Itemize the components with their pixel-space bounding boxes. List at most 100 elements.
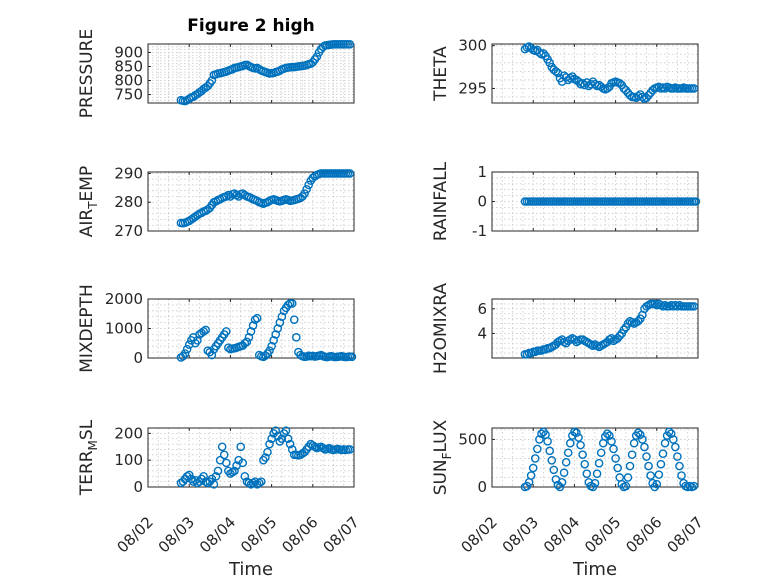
y-tick-label: 1 [477, 163, 487, 181]
y-tick-label: 800 [114, 72, 143, 90]
y-tick-label: 300 [458, 37, 487, 55]
data-point [230, 466, 239, 476]
x-tick-label: 08/03 [155, 513, 198, 556]
data-point [660, 84, 670, 93]
y-tick-label: 0 [477, 478, 487, 496]
data-point [184, 470, 194, 480]
data-point [642, 93, 651, 103]
data-point [549, 465, 559, 475]
data-point [228, 467, 237, 477]
data-point [605, 431, 614, 440]
x-tick-label: 08/07 [320, 513, 363, 556]
y-axis-label: SUNFLUX [431, 419, 454, 495]
data-point [184, 94, 194, 104]
data-point [572, 428, 581, 438]
data-point [563, 448, 573, 458]
data-point [244, 478, 254, 488]
data-point [658, 449, 668, 458]
data-point [576, 440, 585, 450]
axes-box [147, 427, 355, 488]
x-tick-label: 08/06 [278, 513, 321, 556]
data-point [238, 458, 248, 468]
x-tick-label: 08/02 [114, 513, 157, 556]
x-tick-label: 08/04 [540, 513, 583, 556]
data-point [565, 438, 575, 448]
data-point [623, 319, 633, 328]
data-point [201, 325, 210, 335]
data-point [221, 458, 231, 468]
subplot-theta: 295 300 THETA [431, 37, 699, 104]
data-point [224, 190, 233, 200]
y-tick-label: 0 [133, 349, 143, 367]
axes-box [491, 43, 699, 104]
y-axis-label: RAINFALL [431, 161, 451, 241]
data-point [629, 438, 639, 448]
y-axis-label: PRESSURE [77, 29, 97, 118]
data-point [236, 442, 245, 452]
data-point [287, 299, 297, 308]
data-point [607, 334, 616, 343]
data-point [615, 331, 625, 341]
data-point [609, 444, 618, 454]
data-point [199, 327, 208, 336]
data-point [574, 433, 583, 442]
y-tick-label: 295 [458, 79, 487, 97]
data-point [590, 478, 600, 488]
subplot-rainfall: -1 0 1 RAINFALL [431, 161, 701, 241]
data-point [304, 180, 313, 190]
data-point [345, 445, 355, 454]
y-axis-label: TERRMSL [77, 419, 100, 496]
data-point [318, 443, 328, 453]
data-point [526, 471, 536, 480]
data-point [633, 316, 643, 326]
data-point [613, 334, 622, 343]
data-point [652, 479, 662, 489]
data-point [675, 461, 684, 471]
data-point [224, 343, 233, 352]
data-point [261, 453, 270, 462]
y-tick-label: 4 [477, 324, 487, 342]
data-point [261, 351, 270, 360]
data-point [547, 456, 557, 465]
y-tick-label: 0 [133, 478, 143, 496]
y-tick-label: -1 [472, 222, 487, 240]
data-point [673, 452, 682, 461]
x-axis-label-right: Time [572, 559, 617, 580]
axes-box [147, 43, 355, 104]
data-point [240, 338, 250, 348]
data-point [660, 438, 670, 448]
y-tick-label: 850 [114, 57, 143, 75]
data-point [570, 335, 579, 344]
data-point [277, 434, 287, 444]
data-point [611, 454, 620, 463]
data-point [689, 481, 699, 491]
subplot-h2omixra: 4 6 H2OMIXRA [431, 283, 699, 374]
data-point [533, 444, 542, 454]
data-point [271, 426, 281, 435]
data-point [252, 313, 262, 323]
data-point [211, 197, 221, 206]
x-tick-label: 08/05 [581, 513, 624, 556]
data-point [324, 443, 334, 453]
data-point [180, 349, 190, 358]
data-point [633, 428, 643, 438]
data-point [691, 197, 701, 206]
data-point [537, 429, 546, 439]
data-point [596, 448, 606, 458]
data-point [539, 49, 548, 58]
data-point [689, 84, 699, 93]
data-point [193, 210, 202, 220]
data-point [283, 300, 293, 310]
y-tick-label: 280 [114, 193, 143, 211]
data-point [621, 85, 631, 95]
data-point [636, 430, 645, 439]
data-point [285, 439, 295, 449]
data-point [561, 73, 571, 82]
data-point [627, 450, 637, 459]
data-point [578, 450, 587, 459]
data-point [345, 39, 355, 49]
y-axis-label: H2OMIXRA [431, 283, 451, 374]
